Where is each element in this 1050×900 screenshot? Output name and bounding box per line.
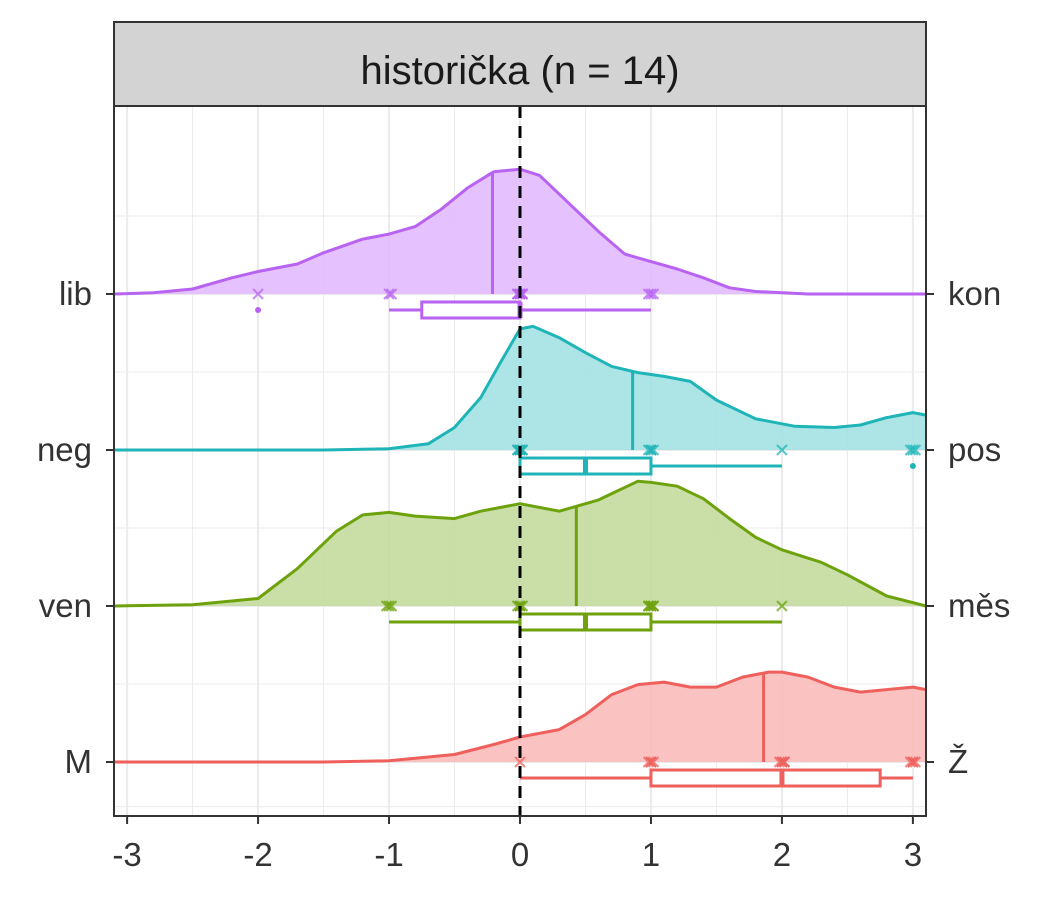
density-area bbox=[114, 672, 926, 762]
box-outlier bbox=[909, 463, 916, 469]
y-tick-label-left: M bbox=[65, 743, 93, 780]
y-tick-label-left: neg bbox=[37, 431, 92, 468]
data-point bbox=[383, 288, 395, 300]
data-point-stroke bbox=[642, 756, 655, 768]
y-tick-label-right: Ž bbox=[948, 743, 968, 780]
box-outlier bbox=[255, 307, 262, 313]
data-point-stroke bbox=[909, 444, 922, 456]
x-tick-label: 1 bbox=[642, 836, 660, 873]
y-tick-label-right: kon bbox=[948, 275, 1001, 312]
data-point bbox=[647, 600, 660, 612]
data-point-stroke bbox=[647, 444, 660, 456]
data-point bbox=[647, 444, 660, 456]
x-tick-label: 2 bbox=[773, 836, 791, 873]
data-point-stroke bbox=[778, 756, 791, 768]
data-point-stroke bbox=[514, 756, 526, 768]
data-point bbox=[776, 600, 788, 612]
x-tick-label: -1 bbox=[374, 836, 403, 873]
data-point bbox=[642, 600, 655, 612]
data-point-stroke bbox=[645, 600, 657, 612]
data-point-stroke bbox=[645, 288, 657, 300]
data-point-stroke bbox=[385, 288, 398, 300]
axis-layer: -3 -2 -1 0 1 2 3 lib kon neg pos ven měs M Ž bbox=[37, 275, 1010, 873]
data-point-stroke bbox=[647, 600, 660, 612]
data-point bbox=[904, 444, 917, 456]
data-point-stroke bbox=[642, 600, 655, 612]
data-point bbox=[383, 600, 395, 612]
data-point bbox=[645, 288, 657, 300]
x-tick-label: -2 bbox=[243, 836, 272, 873]
data-point-stroke bbox=[909, 756, 922, 768]
x-tick-label: 0 bbox=[511, 836, 529, 873]
data-point-stroke bbox=[904, 756, 917, 768]
density-line bbox=[114, 324, 927, 452]
data-point-stroke bbox=[647, 756, 660, 768]
y-tick-label-left: ven bbox=[39, 587, 92, 624]
data-point bbox=[904, 756, 917, 768]
y-tick-label-left: lib bbox=[59, 275, 92, 312]
data-point bbox=[252, 288, 264, 300]
data-point-stroke bbox=[511, 600, 524, 612]
data-point bbox=[642, 444, 655, 456]
ridge-row-M bbox=[114, 670, 927, 788]
data-point-stroke bbox=[776, 756, 788, 768]
data-point bbox=[778, 756, 791, 768]
box-iqr bbox=[420, 300, 522, 320]
panel-title: historička (n = 14) bbox=[360, 49, 679, 93]
data-point-stroke bbox=[642, 444, 655, 456]
data-point bbox=[647, 288, 660, 300]
data-point bbox=[776, 756, 788, 768]
data-point-stroke bbox=[776, 444, 788, 456]
data-point-stroke bbox=[773, 756, 786, 768]
data-point bbox=[645, 444, 657, 456]
data-point bbox=[773, 756, 786, 768]
data-point bbox=[909, 756, 922, 768]
data-point bbox=[907, 444, 919, 456]
data-point-stroke bbox=[904, 444, 917, 456]
data-point-stroke bbox=[907, 444, 919, 456]
data-point-stroke bbox=[383, 288, 395, 300]
panel-strip bbox=[113, 21, 927, 107]
data-point-stroke bbox=[383, 600, 395, 612]
data-point-stroke bbox=[380, 600, 393, 612]
data-point bbox=[385, 600, 398, 612]
data-point-stroke bbox=[776, 600, 788, 612]
data-point-stroke bbox=[642, 288, 655, 300]
y-tick-label-right: měs bbox=[948, 587, 1010, 624]
data-point bbox=[642, 288, 655, 300]
data-point bbox=[380, 600, 393, 612]
data-point bbox=[776, 444, 788, 456]
data-point bbox=[514, 756, 526, 768]
data-point-stroke bbox=[645, 756, 657, 768]
data-point-stroke bbox=[645, 444, 657, 456]
y-tick-label-right: pos bbox=[948, 431, 1001, 468]
ridge-row-ven bbox=[113, 479, 927, 632]
data-point bbox=[909, 444, 922, 456]
density-area bbox=[114, 481, 926, 606]
data-point-stroke bbox=[252, 288, 264, 300]
x-tick-label: -3 bbox=[112, 836, 141, 873]
density-line bbox=[114, 670, 927, 764]
data-point-stroke bbox=[647, 288, 660, 300]
x-tick-label: 3 bbox=[904, 836, 922, 873]
data-point bbox=[907, 756, 919, 768]
data-point bbox=[642, 756, 655, 768]
box-iqr bbox=[649, 768, 882, 788]
density-line bbox=[113, 167, 926, 296]
data-point bbox=[645, 756, 657, 768]
data-point bbox=[647, 756, 660, 768]
data-point-stroke bbox=[385, 600, 398, 612]
data-point-stroke bbox=[907, 756, 919, 768]
data-point bbox=[645, 600, 657, 612]
data-point bbox=[385, 288, 398, 300]
density-line bbox=[113, 479, 927, 608]
